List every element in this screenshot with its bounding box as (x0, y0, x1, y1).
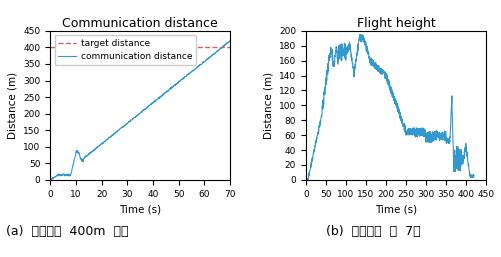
target distance (50, 46, 56, 49)
X-axis label: Time (s): Time (s) (375, 204, 417, 214)
communication distance (227, 39, 233, 42)
Legend: target distance, communication distance: target distance, communication distance (55, 35, 196, 65)
communication distance (187, 71, 193, 74)
Y-axis label: Distance (m): Distance (m) (8, 72, 18, 139)
communication distance (104, 138, 110, 141)
X-axis label: Time (s): Time (s) (119, 204, 161, 214)
Line: communication distance: communication distance (50, 41, 230, 180)
communication distance (47, 178, 53, 181)
communication distance (165, 89, 171, 93)
Text: (a)  통신거리  400m  이상: (a) 통신거리 400m 이상 (7, 225, 129, 238)
Title: Flight height: Flight height (357, 17, 435, 30)
target distance (47, 46, 53, 49)
communication distance (98, 142, 104, 145)
Text: (b)  비행시간  약  7분: (b) 비행시간 약 7분 (326, 225, 420, 238)
communication distance (91, 149, 97, 152)
communication distance (209, 53, 215, 56)
Y-axis label: Distance (m): Distance (m) (264, 72, 274, 139)
Title: Communication distance: Communication distance (62, 17, 218, 30)
